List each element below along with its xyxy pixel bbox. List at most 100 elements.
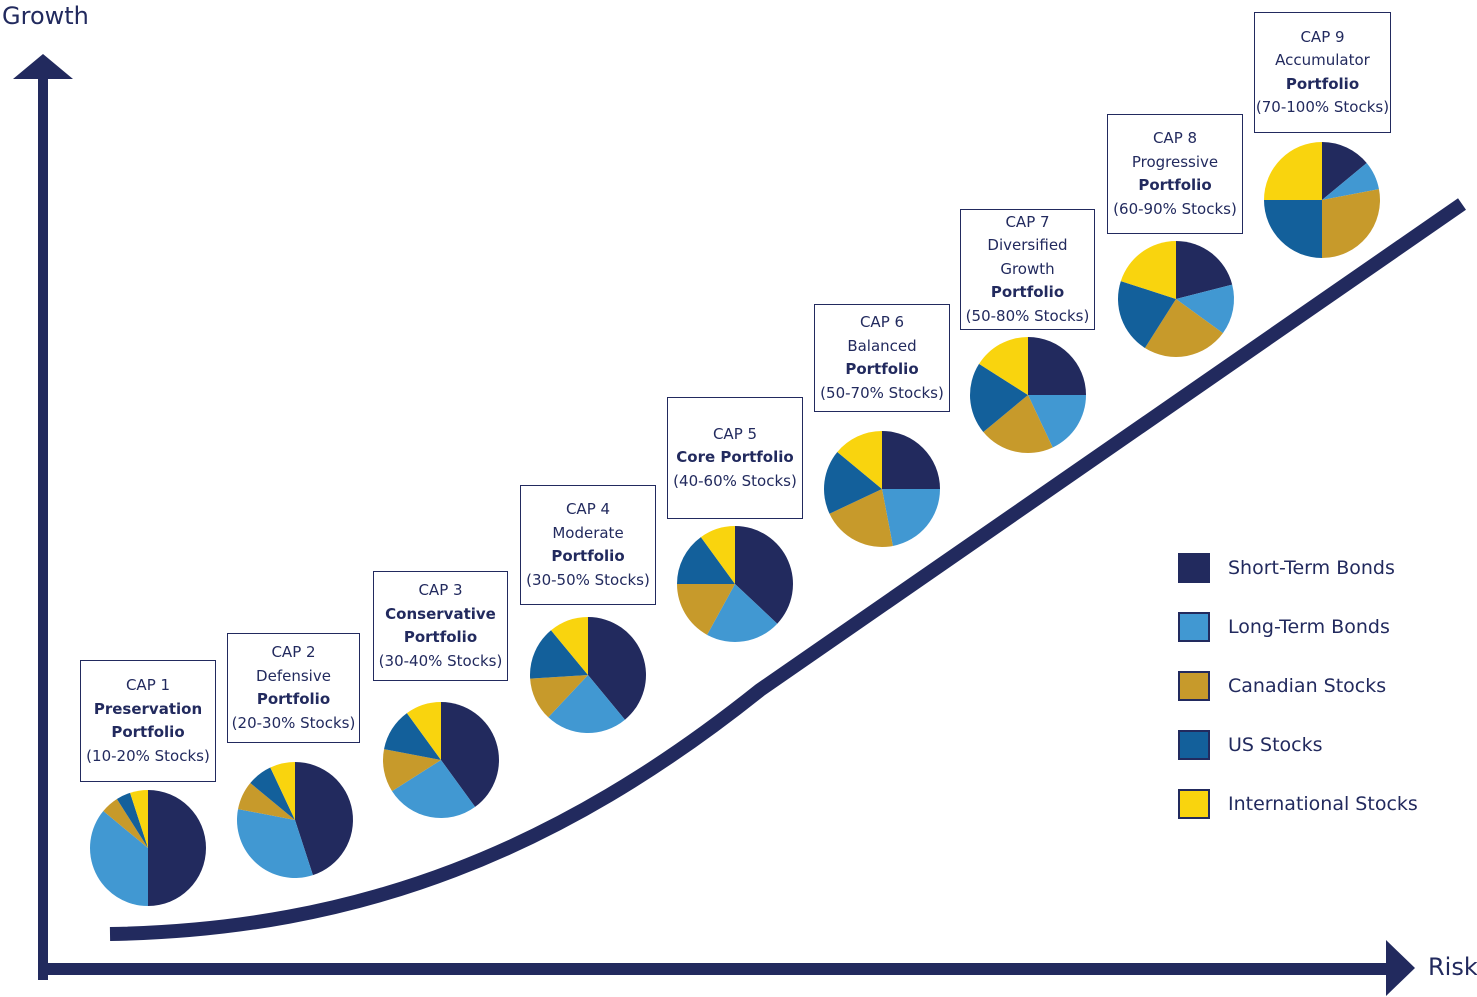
x-axis-line [38,963,1390,975]
cap-label-line: (10-20% Stocks) [86,746,210,765]
pie-slice-international-stocks [551,617,588,675]
cap4-label: CAP 4 Moderate Portfolio (30-50% Stocks) [520,485,656,605]
pie-cap4 [529,617,646,733]
cap-label-line: Growth [1000,259,1055,278]
pie-slice-us-stocks [116,792,148,848]
cap7-label: CAP 7 Diversified Growth Portfolio (50-80% S… [960,209,1095,330]
legend-swatch [1178,789,1210,819]
cap-label-line: (20-30% Stocks) [231,713,356,732]
legend-label: US Stocks [1228,734,1323,756]
cap-label-line: Accumulator [1275,51,1370,69]
pie-slice-canadian-stocks [103,799,148,848]
cap-label-line: Balanced [847,336,917,355]
cap-label-line: (40-60% Stocks) [673,471,797,490]
pie-slice-long-term-bonds [548,675,625,733]
cap-label-line: Portfolio [111,723,185,741]
legend-swatch [1178,553,1210,583]
legend-label: Long-Term Bonds [1228,616,1390,638]
pie-slice-us-stocks [823,452,882,514]
cap-label-line: Portfolio [990,283,1065,302]
cap8-label: CAP 8 Progressive Portfolio (60-90% Stocks) [1107,114,1243,234]
cap2-label: CAP 2 Defensive Portfolio (20-30% Stocks) [227,633,360,743]
pie-slice-long-term-bonds [90,811,148,906]
cap-label-line: CAP 5 [712,424,758,443]
cap-label-line: (60-90% Stocks) [1113,199,1237,218]
cap-label-line: CAP 1 [125,676,171,694]
pie-slice-us-stocks [250,767,295,820]
x-axis-arrow [1386,940,1415,996]
cap-label-line: Preservation [93,699,203,718]
cap-label-line: (70-100% Stocks) [1255,98,1390,116]
cap-label-line: (50-80% Stocks) [965,306,1090,325]
pie-slice-canadian-stocks [677,584,735,635]
legend-label: Canadian Stocks [1228,675,1387,697]
pie-slice-long-term-bonds [1028,395,1086,448]
pie-slice-short-term-bonds [735,526,793,624]
pie-slice-long-term-bonds [707,584,778,643]
pie-slice-canadian-stocks [383,749,441,792]
pie-slice-international-stocks [130,790,148,848]
pie-slice-short-term-bonds [441,702,499,807]
cap-label-line: (50-70% Stocks) [820,383,944,402]
cap-label-line: CAP 7 [1005,212,1050,231]
cap-label-line: Conservative [385,604,496,623]
pie-slice-short-term-bonds [148,790,206,906]
cap-label-line: Core Portfolio [676,448,794,467]
growth-curve [109,198,1466,941]
cap-label-line: Portfolio [1285,74,1360,93]
pie-slice-long-term-bonds [392,760,476,818]
pie-slice-short-term-bonds [1322,142,1367,200]
pie-slice-us-stocks [677,537,735,584]
pie-cap1 [90,790,206,906]
cap-label-line: Portfolio [845,360,919,378]
cap-label-line: CAP 3 [418,581,463,599]
pie-slice-long-term-bonds [882,489,940,546]
cap-label-line: Progressive [1131,152,1219,171]
cap-label-line: (30-40% Stocks) [378,651,503,670]
legend-item: Short-Term Bonds [1178,553,1395,583]
pie-slice-international-stocks [270,762,295,820]
legend-item: Canadian Stocks [1178,671,1386,701]
cap-label-line: Moderate [552,523,624,542]
cap-label-line: (30-50% Stocks) [526,570,650,589]
pie-slice-short-term-bonds [295,762,353,876]
pie-slice-international-stocks [979,337,1028,395]
legend-label: International Stocks [1228,793,1418,815]
cap-label-line: Portfolio [256,690,331,708]
pie-cap8 [1118,241,1234,357]
legend-swatch [1178,730,1210,760]
pie-slice-long-term-bonds [237,809,313,878]
y-axis-line [38,72,48,980]
pie-slice-us-stocks [1118,281,1176,348]
legend-item: Long-Term Bonds [1178,612,1390,642]
cap6-label: CAP 6 Balanced Portfolio (50-70% Stocks) [814,304,950,412]
cap-label-line: Portfolio [403,628,478,646]
legend-item: International Stocks [1178,789,1418,819]
cap-label-line: CAP 9 [1300,27,1345,46]
pie-slice-long-term-bonds [1176,284,1234,334]
cap3-label: CAP 3 Conservative Portfolio (30-40% Stocks… [373,571,508,681]
cap-label-line: CAP 2 [271,643,316,661]
legend-item: US Stocks [1178,730,1323,760]
pie-slice-international-stocks [1264,142,1322,200]
cap-label-line: Defensive [256,666,331,685]
pie-slice-us-stocks [529,630,588,679]
legend-label: Short-Term Bonds [1228,557,1395,579]
pie-charts [90,142,1380,906]
pie-slice-international-stocks [700,526,735,584]
pie-slice-short-term-bonds [1028,337,1086,395]
pie-cap6 [823,430,940,547]
pie-slice-canadian-stocks [238,783,295,820]
legend-swatch [1178,612,1210,642]
pie-slice-canadian-stocks [1144,299,1223,357]
cap9-label: CAP 9 Accumulator Portfolio (70-100% Stocks… [1254,12,1391,133]
pie-cap5 [677,526,793,643]
pie-slice-international-stocks [406,702,441,760]
pie-cap9 [1264,142,1380,258]
pie-slice-short-term-bonds [882,431,940,489]
pie-cap7 [969,337,1086,454]
pie-slice-us-stocks [969,363,1028,432]
pie-slice-us-stocks [384,713,441,760]
legend-swatch [1178,671,1210,701]
